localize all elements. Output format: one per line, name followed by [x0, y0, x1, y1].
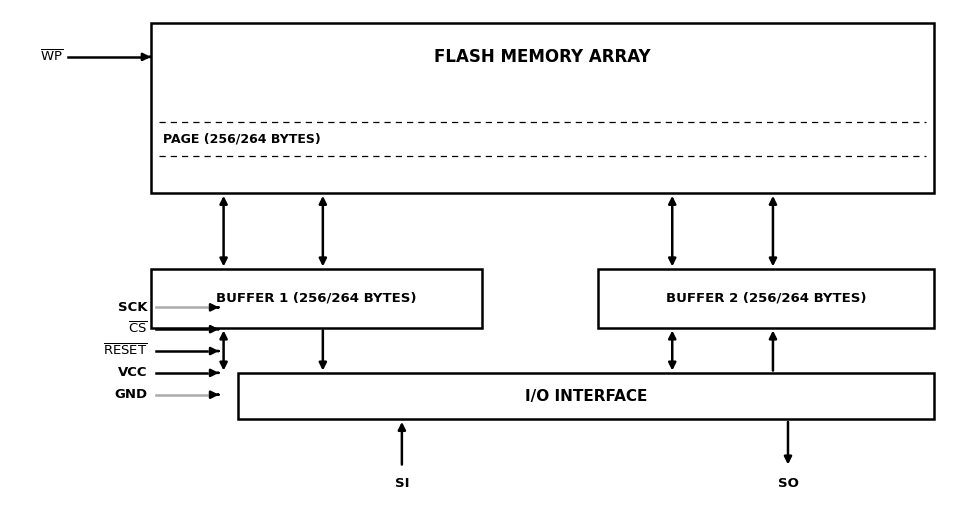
- Bar: [151, 23, 934, 193]
- Bar: [598, 269, 934, 328]
- Text: $\overline{\mathrm{CS}}$: $\overline{\mathrm{CS}}$: [128, 322, 148, 337]
- Text: BUFFER 1 (256/264 BYTES): BUFFER 1 (256/264 BYTES): [216, 292, 416, 305]
- Text: SO: SO: [777, 477, 799, 490]
- Bar: [238, 373, 934, 419]
- Text: BUFFER 2 (256/264 BYTES): BUFFER 2 (256/264 BYTES): [666, 292, 867, 305]
- Text: $\overline{\mathrm{RESET}}$: $\overline{\mathrm{RESET}}$: [103, 343, 148, 359]
- Text: I/O INTERFACE: I/O INTERFACE: [525, 389, 647, 404]
- Text: $\overline{\mathrm{WP}}$: $\overline{\mathrm{WP}}$: [40, 49, 63, 65]
- Text: VCC: VCC: [119, 366, 148, 379]
- Text: PAGE (256/264 BYTES): PAGE (256/264 BYTES): [163, 132, 321, 145]
- Text: SCK: SCK: [119, 301, 148, 314]
- Bar: [151, 269, 482, 328]
- Text: SI: SI: [395, 477, 409, 490]
- Text: FLASH MEMORY ARRAY: FLASH MEMORY ARRAY: [434, 48, 651, 66]
- Text: GND: GND: [115, 388, 148, 401]
